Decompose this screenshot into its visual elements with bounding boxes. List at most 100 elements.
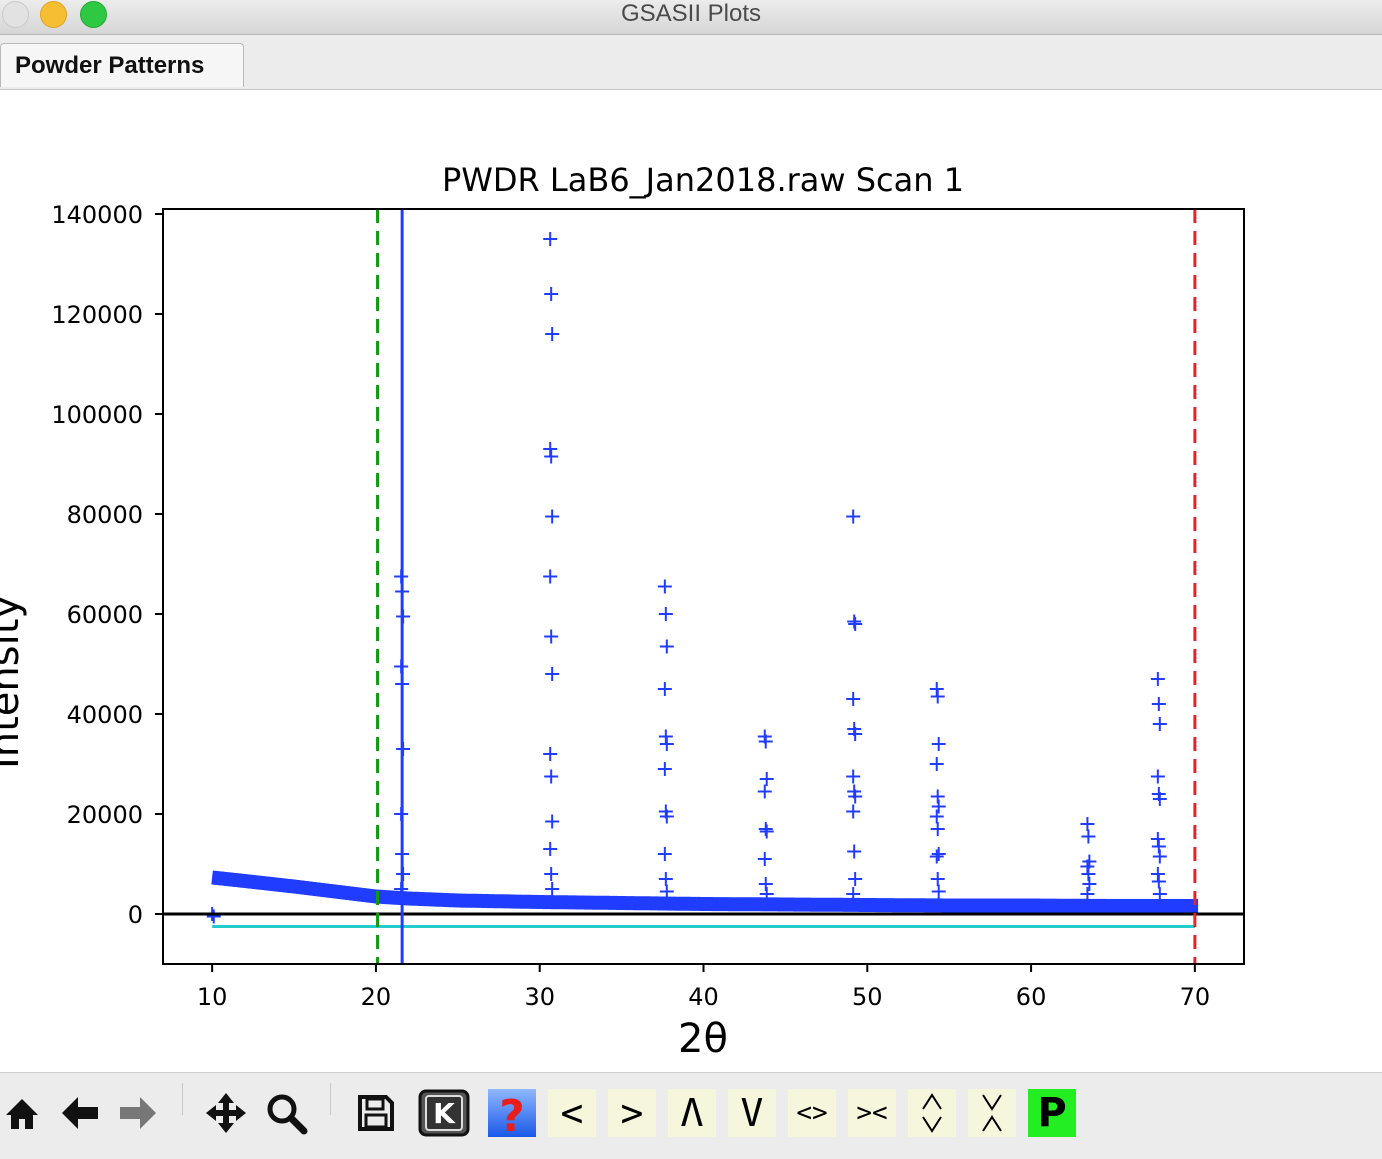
data-point	[543, 747, 558, 761]
save-button[interactable]	[354, 1089, 398, 1137]
x-tick-label: 60	[1016, 983, 1047, 1011]
x-tick-label: 20	[361, 983, 392, 1011]
data-point	[1152, 792, 1167, 806]
data-point	[1081, 829, 1096, 844]
magnifier-icon	[267, 1094, 308, 1135]
forward-button[interactable]	[116, 1089, 160, 1137]
data-point	[657, 847, 672, 861]
less-than-icon: <	[560, 1091, 584, 1135]
pan-button[interactable]	[204, 1089, 248, 1137]
help-button[interactable]: ?	[488, 1089, 536, 1137]
data-point	[545, 327, 560, 341]
y-tick-label: 80000	[67, 501, 143, 529]
shift-left-button[interactable]: <	[548, 1089, 596, 1137]
data-point	[848, 617, 863, 631]
y-tick-label: 20000	[67, 801, 143, 829]
data-point	[847, 844, 862, 859]
data-point	[758, 734, 773, 749]
tab-strip: Powder Patterns	[0, 35, 1382, 90]
toolbar-separator	[330, 1083, 331, 1115]
svg-text:?: ?	[499, 1091, 525, 1137]
x-tick-label: 10	[197, 983, 228, 1011]
data-point	[659, 809, 674, 824]
y-tick-label: 60000	[67, 601, 143, 629]
data-point	[930, 822, 945, 836]
data-point	[658, 607, 673, 621]
x-tick-label: 40	[688, 983, 719, 1011]
data-point	[757, 784, 772, 799]
maximize-window-icon[interactable]	[80, 1, 107, 28]
x-axis-label: 2θ	[678, 1016, 728, 1062]
data-point	[1150, 769, 1165, 784]
move-icon	[206, 1093, 246, 1133]
data-point	[659, 639, 674, 654]
observed-data-band	[211, 870, 1199, 913]
data-point	[657, 579, 672, 594]
caret-up-icon: Λ	[680, 1091, 704, 1135]
data-point	[929, 849, 944, 864]
y-tick-label: 120000	[51, 301, 143, 329]
home-icon	[6, 1099, 38, 1129]
data-point	[759, 772, 774, 786]
shift-up-button[interactable]: Λ	[668, 1089, 716, 1137]
zoom-button[interactable]	[264, 1089, 308, 1137]
key-button[interactable]: K	[418, 1089, 470, 1137]
data-point	[930, 689, 945, 704]
publish-button[interactable]: P	[1028, 1089, 1076, 1137]
shrink-x-button[interactable]: ><	[848, 1089, 896, 1137]
back-button[interactable]	[58, 1089, 102, 1137]
data-point	[544, 449, 559, 464]
data-point	[1152, 717, 1167, 731]
data-point	[931, 737, 946, 751]
home-button[interactable]	[0, 1089, 44, 1137]
y-tick-label: 140000	[51, 201, 143, 229]
y-tick-label: 0	[128, 901, 143, 929]
x-tick-label: 30	[524, 983, 555, 1011]
data-point	[544, 287, 559, 301]
data-point	[1080, 887, 1095, 901]
y-tick-label: 100000	[51, 401, 143, 429]
data-point	[846, 692, 861, 706]
y-axis-label: Intensity	[0, 595, 28, 769]
data-point	[1150, 672, 1165, 686]
close-window-icon[interactable]	[2, 1, 29, 28]
data-point	[545, 814, 560, 829]
data-point	[930, 872, 945, 886]
shrink-y-button[interactable]	[968, 1089, 1016, 1137]
data-point	[206, 909, 221, 924]
data-point	[659, 737, 674, 751]
svg-text:K: K	[433, 1097, 456, 1130]
data-point	[846, 887, 861, 901]
expand-y-button[interactable]	[908, 1089, 956, 1137]
p-icon: P	[1037, 1090, 1067, 1136]
data-point	[931, 884, 946, 899]
minimize-window-icon[interactable]	[40, 1, 67, 28]
window-title: GSASII Plots	[620, 0, 762, 27]
x-tick-label: 50	[852, 983, 883, 1011]
tab-powder-patterns[interactable]: Powder Patterns	[0, 43, 244, 87]
data-point	[848, 727, 863, 741]
plot-toolbar: K ? < > Λ V <> >< P	[0, 1072, 1382, 1159]
data-point	[544, 769, 559, 784]
data-point	[846, 769, 861, 784]
shift-right-button[interactable]: >	[608, 1089, 656, 1137]
data-point	[543, 232, 558, 246]
data-point	[931, 799, 946, 814]
data-point	[545, 882, 560, 896]
expand-y-icon	[922, 1093, 942, 1133]
x-tick-label: 70	[1180, 983, 1211, 1011]
data-point	[1080, 817, 1095, 831]
shift-down-button[interactable]: V	[728, 1089, 776, 1137]
data-point	[543, 569, 558, 584]
expand-x-icon: <>	[796, 1098, 828, 1128]
y-tick-label: 40000	[67, 701, 143, 729]
data-point	[848, 789, 863, 804]
data-point	[544, 629, 559, 644]
plot-canvas[interactable]: PWDR LaB6_Jan2018.raw Scan 1 10 20 30 40 50 6…	[0, 90, 1382, 1070]
data-point	[846, 509, 861, 524]
data-point	[1151, 697, 1166, 711]
powder-pattern-chart[interactable]: PWDR LaB6_Jan2018.raw Scan 1 10 20 30 40 50 6…	[0, 90, 1382, 1070]
expand-x-button[interactable]: <>	[788, 1089, 836, 1137]
chart-title: PWDR LaB6_Jan2018.raw Scan 1	[442, 161, 964, 199]
data-point	[659, 884, 674, 899]
